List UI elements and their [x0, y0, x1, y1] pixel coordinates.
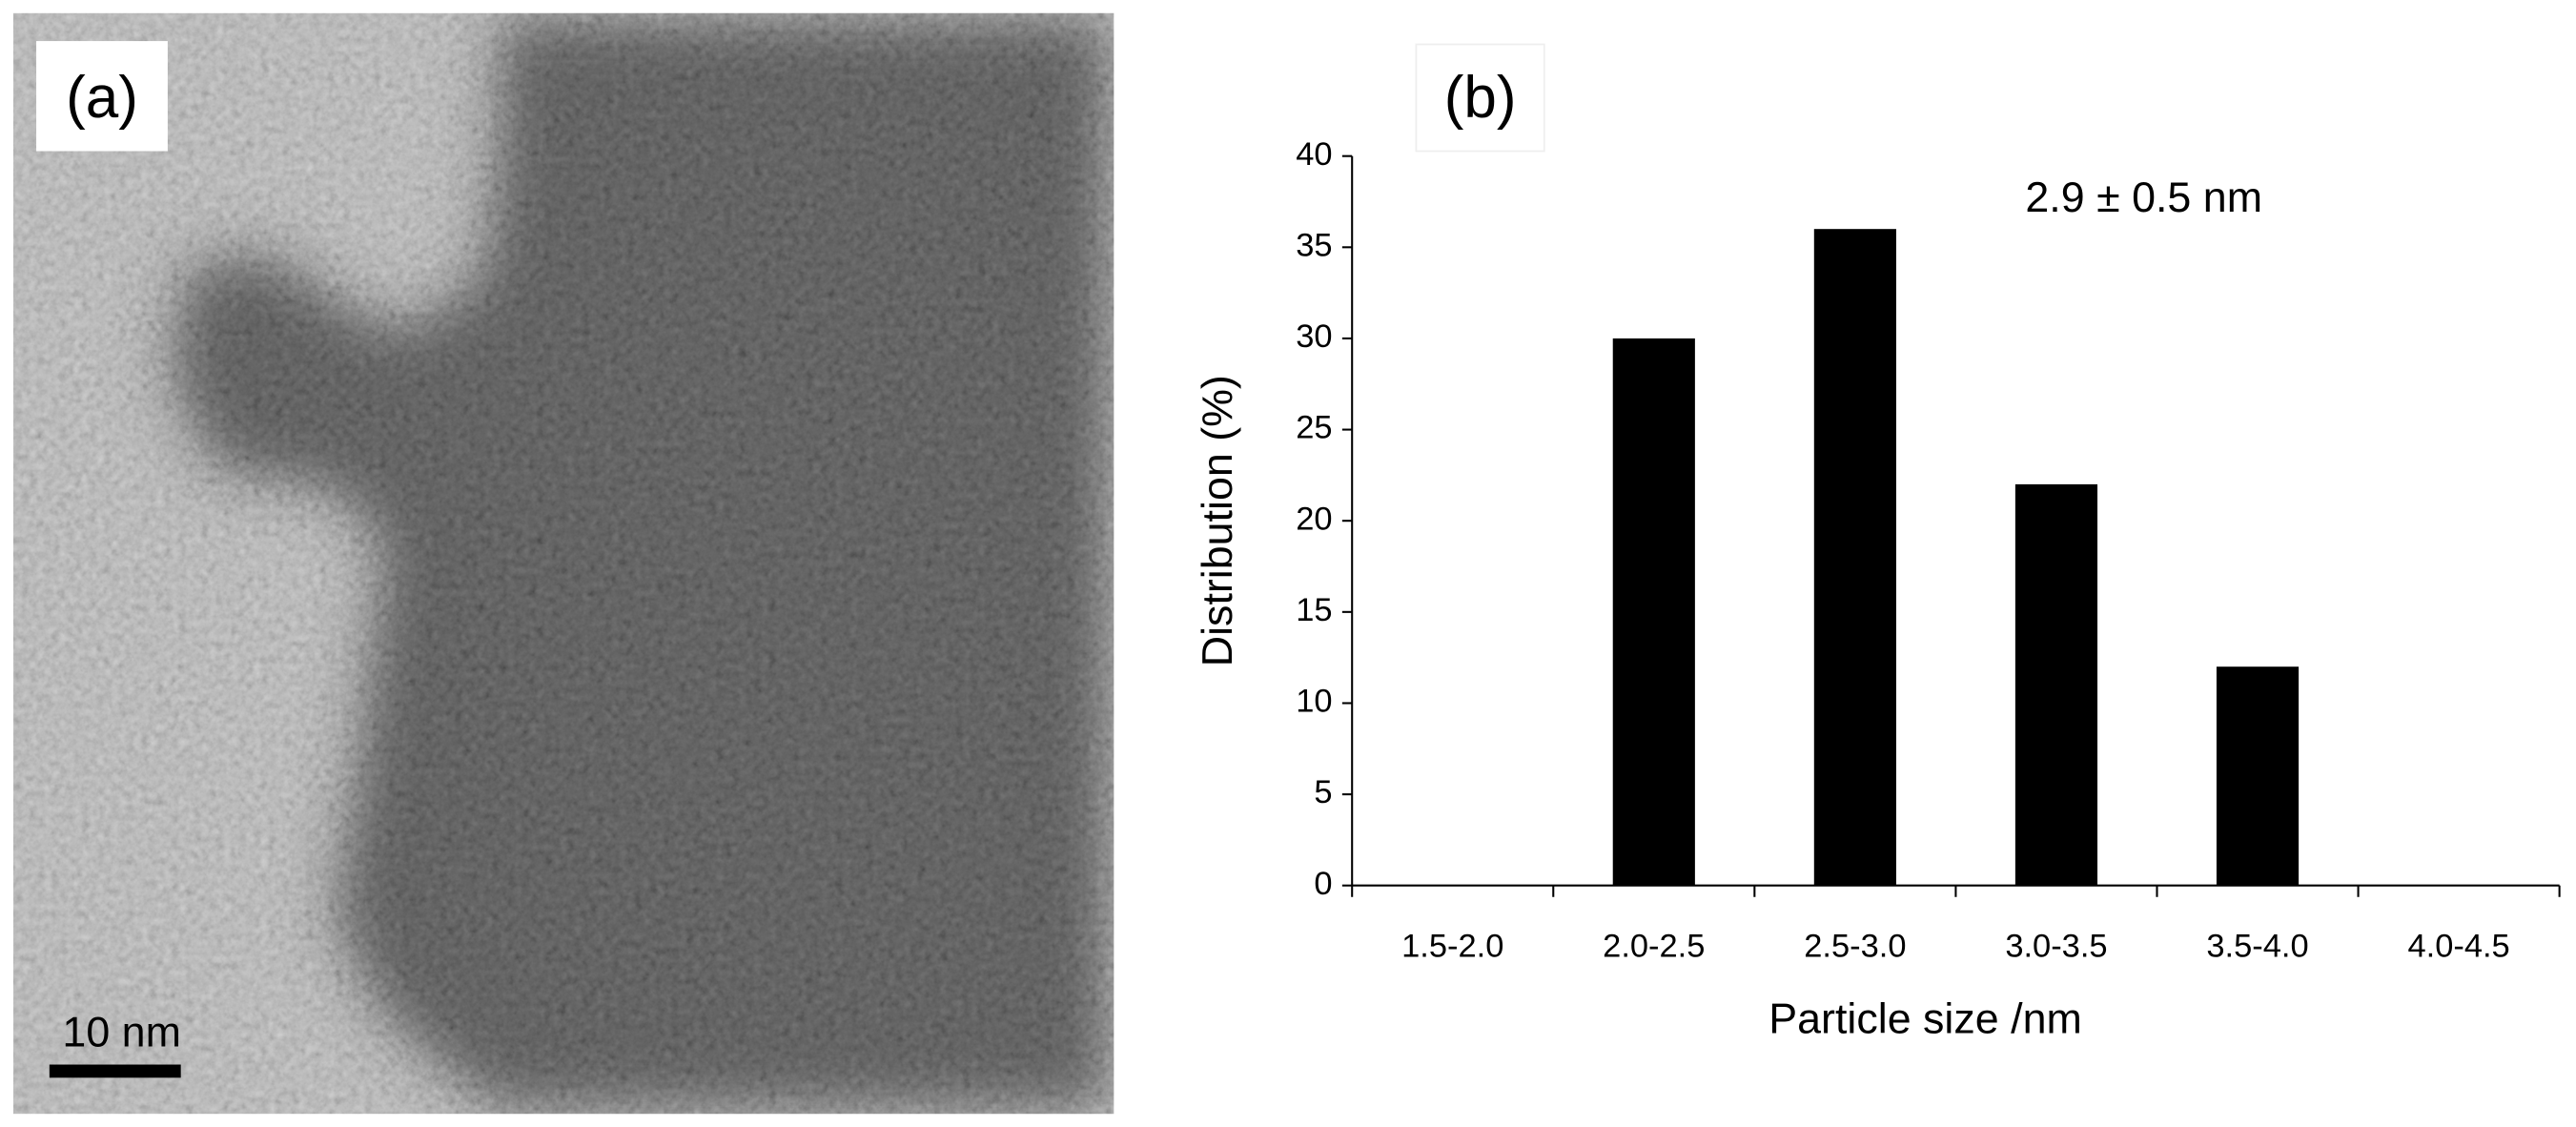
scale-bar-label: 10 nm	[62, 1008, 180, 1055]
x-tick-label: 3.5-4.0	[2206, 928, 2308, 964]
x-tick-label: 3.0-3.5	[2005, 928, 2107, 964]
y-tick-label: 40	[1296, 136, 1332, 173]
x-tick-label: 2.0-2.5	[1603, 928, 1705, 964]
x-tick-label: 4.0-4.5	[2407, 928, 2509, 964]
y-tick-label: 15	[1296, 592, 1332, 628]
x-tick-label: 2.5-3.0	[1804, 928, 1906, 964]
bar	[2216, 666, 2300, 886]
x-tick-label: 1.5-2.0	[1401, 928, 1503, 964]
y-axis-label: Distribution (%)	[1194, 375, 1241, 666]
panel-label-box	[36, 41, 168, 152]
plot: 0 5 10 15 20 25 30 35 40 1.5-2.0 2.0-2.5 2.5-3.0 3.0…	[1296, 136, 2561, 964]
bar	[1612, 338, 1695, 886]
annotation: 2.9 ± 0.5 nm	[2025, 174, 2262, 221]
scale-bar	[49, 1064, 181, 1078]
y-tick-label: 10	[1296, 684, 1332, 720]
x-axis-label: Particle size /nm	[1768, 995, 2081, 1043]
panel-label-box	[1415, 43, 1545, 153]
y-tick-label: 30	[1296, 318, 1332, 355]
tem-image	[12, 12, 1114, 1115]
y-tick-label: 35	[1296, 227, 1332, 263]
y-tick-label: 20	[1296, 501, 1332, 537]
y-tick-label: 25	[1296, 410, 1332, 446]
bar	[1813, 229, 1896, 886]
panel-label: (a)	[66, 65, 138, 131]
y-tick-label: 0	[1314, 866, 1332, 902]
y-tick-label: 5	[1314, 774, 1332, 810]
panel-label: (b)	[1444, 65, 1517, 131]
bar	[2014, 483, 2098, 886]
